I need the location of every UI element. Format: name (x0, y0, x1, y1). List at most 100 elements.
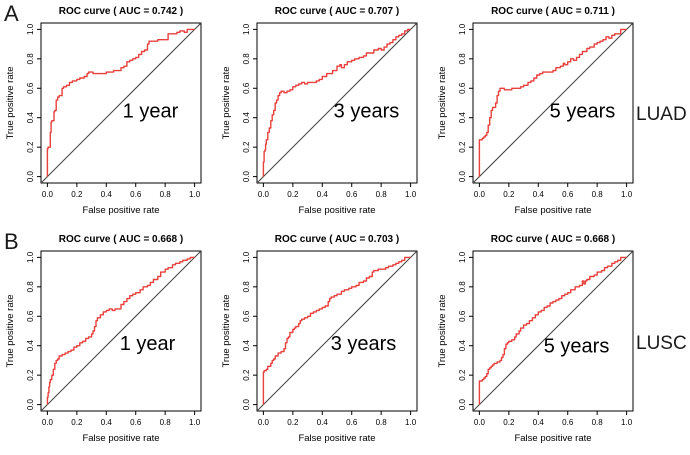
roc-curve (262, 256, 411, 405)
svg-text:0.6: 0.6 (242, 310, 251, 322)
diagonal-reference-line (40, 22, 202, 184)
svg-text:0.6: 0.6 (346, 190, 358, 199)
svg-text:0.6: 0.6 (26, 82, 35, 94)
x-axis-label: False positive rate (298, 205, 375, 216)
time-point-annotation: 1 year (123, 100, 179, 122)
svg-text:0.8: 0.8 (376, 418, 388, 427)
x-axis: 0.0 0.2 0.4 0.6 0.8 1.0 (42, 183, 201, 199)
y-axis: 0.0 0.2 0.4 0.6 0.8 1.0 (26, 23, 41, 182)
panel-row-lusc: ROC curve ( AUC = 0.668 ) 0.0 0.2 0.4 0.6 0.8… (0, 228, 648, 455)
svg-text:0.4: 0.4 (242, 112, 251, 124)
svg-text:0.0: 0.0 (474, 418, 486, 427)
x-axis: 0.0 0.2 0.4 0.6 0.8 1.0 (474, 183, 633, 199)
svg-text:0.0: 0.0 (458, 170, 467, 182)
plot-box (472, 22, 634, 184)
svg-text:0.4: 0.4 (533, 418, 545, 427)
svg-text:0.6: 0.6 (242, 82, 251, 94)
svg-text:0.6: 0.6 (458, 82, 467, 94)
roc-plot-svg: ROC curve ( AUC = 0.668 ) 0.0 0.2 0.4 0.6 0.8… (5, 234, 202, 444)
svg-text:0.6: 0.6 (130, 190, 142, 199)
svg-text:1.0: 1.0 (26, 251, 35, 263)
y-axis: 0.0 0.2 0.4 0.6 0.8 1.0 (458, 251, 473, 410)
x-axis: 0.0 0.2 0.4 0.6 0.8 1.0 (258, 411, 417, 427)
roc-plot-svg: ROC curve ( AUC = 0.711 ) 0.0 0.2 0.4 0.6 0.8… (437, 6, 634, 216)
plot-box (472, 250, 634, 412)
svg-text:0.8: 0.8 (160, 418, 172, 427)
svg-text:1.0: 1.0 (242, 23, 251, 35)
svg-text:0.4: 0.4 (458, 112, 467, 124)
roc-plot-svg: ROC curve ( AUC = 0.668 ) 0.0 0.2 0.4 0.6 0.8… (437, 234, 634, 444)
roc-chart-luad-5-years: ROC curve ( AUC = 0.711 ) 0.0 0.2 0.4 0.6 0.8… (432, 0, 648, 227)
svg-text:0.0: 0.0 (26, 170, 35, 182)
y-axis: 0.0 0.2 0.4 0.6 0.8 1.0 (26, 251, 41, 410)
svg-text:0.6: 0.6 (562, 418, 574, 427)
diagonal-reference-line (472, 250, 634, 412)
y-axis-label: True positive rate (5, 66, 16, 139)
svg-text:0.2: 0.2 (287, 190, 299, 199)
y-axis-label: True positive rate (5, 294, 16, 367)
svg-text:0.0: 0.0 (42, 190, 54, 199)
svg-text:0.2: 0.2 (458, 369, 467, 381)
svg-text:0.6: 0.6 (130, 418, 142, 427)
svg-text:0.8: 0.8 (26, 53, 35, 65)
plot-box (256, 250, 418, 412)
svg-text:0.8: 0.8 (26, 281, 35, 293)
svg-text:0.4: 0.4 (533, 190, 545, 199)
x-axis-label: False positive rate (514, 433, 591, 444)
y-axis-label: True positive rate (437, 294, 448, 367)
svg-text:0.2: 0.2 (287, 418, 299, 427)
svg-text:0.2: 0.2 (458, 141, 467, 153)
panel-letter-a: A (4, 1, 19, 26)
x-axis-label: False positive rate (82, 433, 159, 444)
time-point-annotation: 1 year (120, 333, 176, 355)
x-axis-label: False positive rate (82, 205, 159, 216)
svg-text:0.4: 0.4 (242, 340, 251, 352)
time-point-annotation: 5 years (544, 336, 610, 358)
svg-text:1.0: 1.0 (189, 190, 201, 199)
svg-text:0.2: 0.2 (26, 369, 35, 381)
plot-box (40, 22, 202, 184)
time-point-annotation: 3 years (334, 100, 400, 122)
y-axis: 0.0 0.2 0.4 0.6 0.8 1.0 (458, 23, 473, 182)
y-axis-label: True positive rate (221, 66, 232, 139)
svg-text:0.2: 0.2 (503, 190, 515, 199)
diagonal-reference-line (256, 22, 418, 184)
svg-text:1.0: 1.0 (26, 23, 35, 35)
svg-text:0.2: 0.2 (71, 190, 83, 199)
svg-text:0.0: 0.0 (258, 190, 270, 199)
x-axis-label: False positive rate (298, 433, 375, 444)
svg-text:0.8: 0.8 (592, 418, 604, 427)
svg-text:0.0: 0.0 (458, 398, 467, 410)
svg-text:1.0: 1.0 (405, 418, 417, 427)
diagonal-reference-line (472, 22, 634, 184)
svg-text:0.2: 0.2 (71, 418, 83, 427)
svg-text:1.0: 1.0 (621, 190, 633, 199)
chart-title: ROC curve ( AUC = 0.668 ) (491, 234, 615, 245)
roc-chart-lusc-1-year: ROC curve ( AUC = 0.668 ) 0.0 0.2 0.4 0.6 0.8… (0, 228, 216, 455)
plot-box (40, 250, 202, 412)
roc-curve (46, 256, 195, 405)
svg-text:0.8: 0.8 (160, 190, 172, 199)
svg-text:0.0: 0.0 (242, 170, 251, 182)
svg-text:1.0: 1.0 (405, 190, 417, 199)
svg-text:0.0: 0.0 (474, 190, 486, 199)
svg-text:0.6: 0.6 (346, 418, 358, 427)
svg-text:0.8: 0.8 (458, 281, 467, 293)
x-axis: 0.0 0.2 0.4 0.6 0.8 1.0 (474, 411, 633, 427)
svg-text:0.4: 0.4 (317, 418, 329, 427)
x-axis: 0.0 0.2 0.4 0.6 0.8 1.0 (42, 411, 201, 427)
svg-text:0.6: 0.6 (562, 190, 574, 199)
roc-curve (478, 28, 627, 177)
svg-text:0.8: 0.8 (242, 281, 251, 293)
roc-plot-svg: ROC curve ( AUC = 0.707 ) 0.0 0.2 0.4 0.6 0.8… (221, 6, 418, 216)
svg-text:1.0: 1.0 (458, 23, 467, 35)
y-axis-label: True positive rate (437, 66, 448, 139)
svg-text:0.2: 0.2 (26, 141, 35, 153)
chart-title: ROC curve ( AUC = 0.742 ) (59, 6, 183, 17)
svg-text:0.8: 0.8 (242, 53, 251, 65)
y-axis-label: True positive rate (221, 294, 232, 367)
panel-row-luad: ROC curve ( AUC = 0.742 ) 0.0 0.2 0.4 0.6 0.8… (0, 0, 648, 227)
chart-title: ROC curve ( AUC = 0.668 ) (59, 234, 183, 245)
time-point-annotation: 3 years (331, 333, 397, 355)
svg-text:0.4: 0.4 (26, 112, 35, 124)
